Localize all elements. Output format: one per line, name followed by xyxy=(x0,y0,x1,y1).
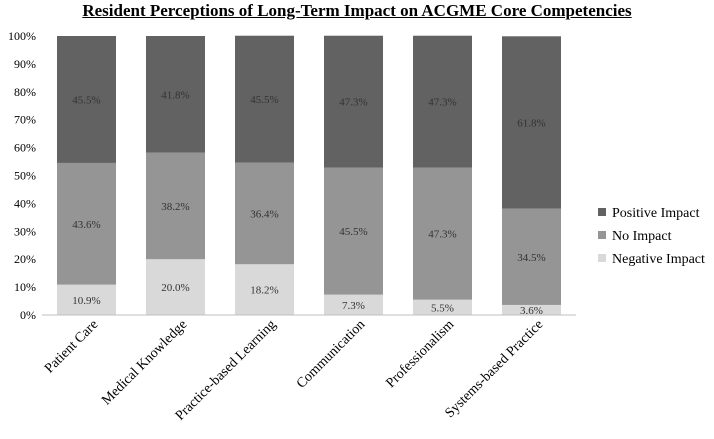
bar-segment xyxy=(324,35,383,168)
bar-segment xyxy=(502,36,561,209)
bar-segment xyxy=(235,162,294,265)
x-tick-label: Patient Care xyxy=(42,317,101,376)
data-label: 45.5% xyxy=(339,226,367,238)
data-label: 18.2% xyxy=(250,285,278,297)
bar-segment xyxy=(324,167,383,295)
bar-segment xyxy=(57,36,116,163)
legend-swatch xyxy=(598,208,606,216)
legend-swatch xyxy=(598,254,606,262)
legend-swatch xyxy=(598,231,606,239)
data-label: 61.8% xyxy=(517,117,545,129)
data-label: 43.6% xyxy=(72,219,100,231)
data-label: 5.5% xyxy=(431,302,454,314)
bar-segment xyxy=(324,294,383,315)
bar-segment xyxy=(57,284,116,315)
x-tick-label: Professionalism xyxy=(383,317,457,391)
data-label: 20.0% xyxy=(161,282,189,294)
bar-segment xyxy=(413,299,472,315)
y-tick-label: 50% xyxy=(14,169,36,183)
x-tick-label: Systems-based Practice xyxy=(443,317,547,421)
legend-label: No Impact xyxy=(612,229,672,244)
bar-segment xyxy=(502,208,561,305)
data-label: 45.5% xyxy=(72,94,100,106)
data-label: 3.6% xyxy=(520,305,543,317)
data-label: 7.3% xyxy=(342,300,365,312)
legend-label: Positive Impact xyxy=(612,206,700,221)
y-tick-label: 10% xyxy=(14,280,36,294)
data-label: 38.2% xyxy=(161,201,189,213)
data-label: 47.3% xyxy=(339,97,367,109)
bar-segment xyxy=(235,264,294,315)
y-tick-label: 40% xyxy=(14,196,36,210)
chart-title: Resident Perceptions of Long-Term Impact… xyxy=(82,1,632,20)
x-tick-label: Practice-based Learning xyxy=(173,317,280,424)
bar-segment xyxy=(235,35,294,163)
data-label: 10.9% xyxy=(72,295,100,307)
bar-segment xyxy=(502,304,561,315)
data-label: 45.5% xyxy=(250,94,278,106)
data-label: 34.5% xyxy=(517,252,545,264)
data-label: 41.8% xyxy=(161,89,189,101)
bar-segment xyxy=(57,162,116,285)
bar-segment xyxy=(146,259,205,315)
y-tick-label: 100% xyxy=(8,29,36,43)
y-tick-label: 90% xyxy=(14,57,36,71)
y-tick-label: 20% xyxy=(14,252,36,266)
y-tick-label: 30% xyxy=(14,224,36,238)
x-tick-label: Medical Knowledge xyxy=(99,317,190,408)
y-tick-label: 60% xyxy=(14,141,36,155)
data-label: 47.3% xyxy=(428,97,456,109)
data-label: 36.4% xyxy=(250,208,278,220)
x-tick-label: Communication xyxy=(294,317,368,391)
y-tick-label: 70% xyxy=(14,113,36,127)
data-label: 47.3% xyxy=(428,229,456,241)
legend-label: Negative Impact xyxy=(612,252,705,267)
bar-segment xyxy=(146,36,205,153)
y-tick-label: 0% xyxy=(20,308,36,322)
bar-segment xyxy=(413,35,472,168)
y-tick-label: 80% xyxy=(14,85,36,99)
bar-segment xyxy=(146,152,205,260)
bar-segment xyxy=(413,167,472,300)
